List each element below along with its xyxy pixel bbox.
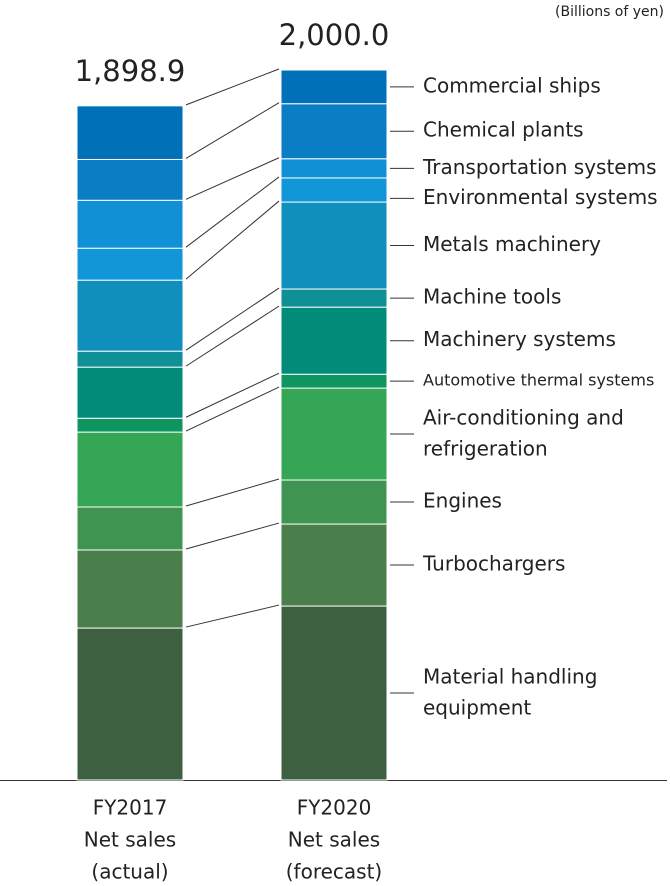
bar-segment	[76, 417, 184, 433]
bar-segment	[280, 523, 388, 607]
legend-label: Air-conditioning and	[423, 406, 624, 430]
legend-label-cont: refrigeration	[423, 437, 548, 461]
bar-segment	[76, 247, 184, 281]
bar-total: 1,898.9	[75, 54, 186, 88]
unit-note: (Billions of yen)	[555, 4, 664, 20]
x-tick-label: FY2020	[297, 796, 372, 820]
connector	[185, 176, 280, 248]
connector	[185, 604, 280, 628]
x-tick-label: Net sales	[288, 828, 380, 852]
bar-segment	[280, 288, 388, 308]
bar-segment	[76, 350, 184, 368]
connector	[185, 522, 280, 550]
bar-segment	[280, 387, 388, 481]
bar-segment	[76, 279, 184, 352]
legend-label: Machine tools	[423, 285, 561, 309]
legend-label: Machinery systems	[423, 327, 616, 351]
x-tick-label: Net sales	[84, 828, 176, 852]
legend-label: Environmental systems	[423, 185, 658, 209]
x-tick-label: (actual)	[91, 860, 168, 884]
legend-label: Automotive thermal systems	[423, 371, 654, 390]
legend-label: Commercial ships	[423, 73, 601, 97]
bar-segment	[76, 549, 184, 629]
bar-segment	[76, 506, 184, 551]
connector	[185, 478, 280, 507]
bar-segment	[280, 306, 388, 375]
bar-segment	[76, 366, 184, 419]
legend-label: Material handling	[423, 665, 597, 689]
connector	[185, 157, 280, 200]
connector	[185, 102, 280, 159]
legend-label: Chemical plants	[423, 118, 584, 142]
bar-total: 2,000.0	[279, 18, 390, 52]
bar-segment	[76, 627, 184, 781]
bar-segment	[76, 199, 184, 249]
bar-segment	[280, 69, 388, 105]
bar-segment	[280, 158, 388, 179]
connector	[185, 372, 280, 418]
bar-segment	[76, 105, 184, 160]
connector	[185, 200, 280, 280]
legend-label-cont: equipment	[423, 696, 531, 720]
x-tick-label: FY2017	[93, 796, 168, 820]
legend-label: Metals machinery	[423, 232, 601, 256]
bar-segment	[280, 103, 388, 160]
connector	[185, 287, 280, 351]
x-tick-label: (forecast)	[286, 860, 382, 884]
bar-segment	[280, 177, 388, 203]
bar-segment	[280, 479, 388, 525]
bar-segment	[76, 158, 184, 201]
connector	[185, 386, 280, 432]
legend-label: Transportation systems	[422, 155, 657, 179]
bar-segment	[76, 431, 184, 508]
connector	[185, 68, 280, 106]
bar-segment	[280, 201, 388, 290]
legend-label: Engines	[423, 489, 502, 513]
legend-label: Turbochargers	[422, 552, 565, 576]
connector	[185, 305, 280, 367]
bar-segment	[280, 605, 388, 781]
bar-segment	[280, 373, 388, 389]
